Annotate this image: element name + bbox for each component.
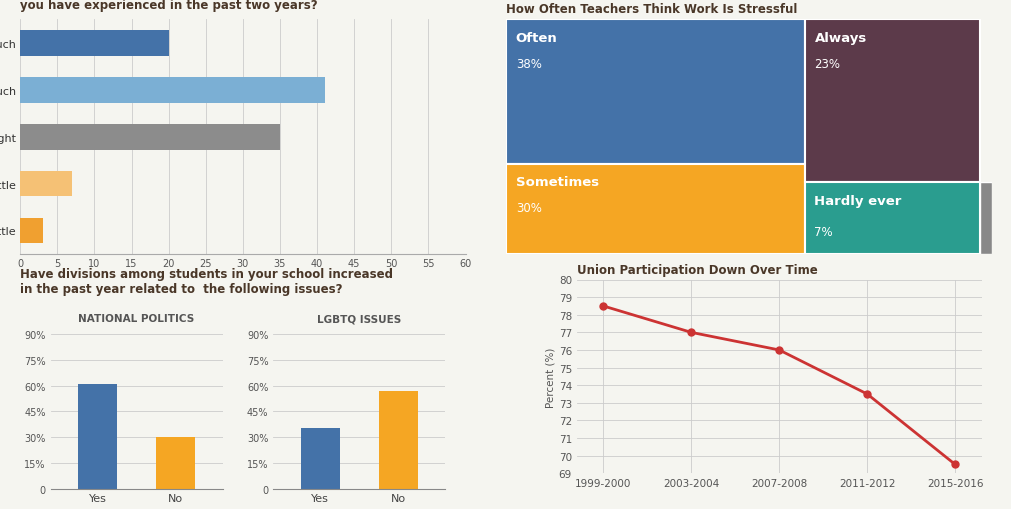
Bar [20, 78, 325, 103]
Bar [20, 172, 72, 197]
Text: 38%: 38% [516, 58, 541, 71]
Bar [78, 384, 117, 489]
Bar [804, 183, 979, 254]
Text: Often: Often [516, 32, 557, 45]
Title: LGBTQ ISSUES: LGBTQ ISSUES [316, 314, 401, 324]
Text: 7%: 7% [814, 225, 832, 238]
Bar [804, 20, 979, 183]
Bar [20, 218, 42, 244]
Text: Always: Always [814, 32, 865, 45]
Text: Have divisions among students in your school increased
in the past year related : Have divisions among students in your sc… [20, 267, 393, 295]
Text: Hardly ever: Hardly ever [814, 195, 901, 208]
Bar [20, 125, 280, 150]
Bar [20, 31, 169, 56]
Bar [300, 429, 340, 489]
Y-axis label: Percent (%): Percent (%) [545, 347, 555, 407]
Text: Sometimes: Sometimes [516, 176, 599, 189]
Text: How Often Teachers Think Work Is Stressful: How Often Teachers Think Work Is Stressf… [506, 4, 797, 16]
Bar [979, 183, 991, 254]
Title: NATIONAL POLITICS: NATIONAL POLITICS [79, 314, 194, 324]
Bar [506, 20, 804, 164]
Bar [506, 164, 804, 254]
Bar [156, 437, 195, 489]
Text: 30%: 30% [516, 202, 541, 215]
Text: 23%: 23% [814, 58, 839, 71]
Text: How would you describe the amount of educational change or reform
you have exper: How would you describe the amount of edu… [20, 0, 480, 12]
Text: Union Participation Down Over Time: Union Participation Down Over Time [576, 263, 817, 276]
Bar [378, 391, 418, 489]
